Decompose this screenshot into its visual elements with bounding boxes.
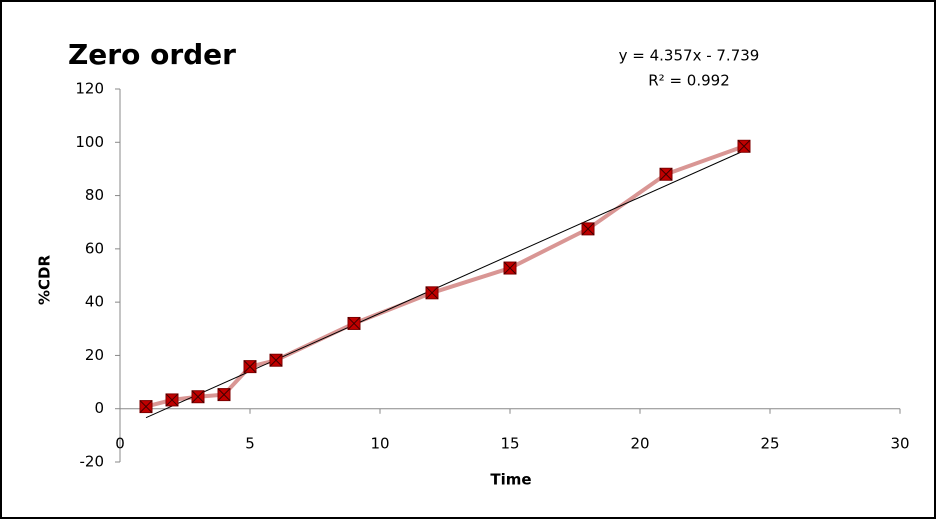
marker: [217, 388, 231, 402]
marker-cross: [191, 390, 205, 404]
marker: [269, 353, 283, 367]
marker: [659, 167, 673, 181]
chart-title: Zero order: [68, 38, 236, 71]
y-tick-label: 40: [85, 293, 104, 311]
marker: [347, 316, 361, 330]
marker-cross: [165, 393, 179, 407]
marker-cross: [269, 353, 283, 367]
x-tick-label: 0: [115, 435, 125, 453]
marker-cross: [347, 317, 361, 330]
y-tick-label: 80: [85, 186, 104, 204]
x-tick-label: 10: [370, 435, 389, 453]
x-tick-label: 5: [245, 435, 255, 453]
marker-cross: [581, 222, 595, 236]
y-tick-label: -20: [80, 453, 105, 471]
x-tick-label: 15: [500, 435, 519, 453]
marker-cross: [139, 400, 153, 413]
marker-cross: [503, 261, 517, 275]
x-tick-label: 20: [630, 435, 649, 453]
marker-cross: [425, 286, 439, 300]
x-tick-label: 30: [890, 435, 909, 453]
marker-cross: [659, 167, 673, 181]
marker: [165, 393, 179, 407]
marker-cross: [217, 388, 231, 401]
x-tick-label: 25: [760, 435, 779, 453]
y-axis-label: %CDR: [36, 255, 54, 305]
marker: [191, 390, 205, 404]
y-tick-label: 120: [75, 80, 104, 98]
marker: [425, 286, 439, 300]
marker: [737, 139, 751, 153]
marker: [243, 360, 257, 374]
y-tick-label: 20: [85, 346, 104, 364]
r-squared: R² = 0.992: [648, 72, 729, 90]
equation: y = 4.357x - 7.739: [619, 47, 760, 65]
x-axis-label: Time: [490, 471, 531, 489]
marker-cross: [243, 360, 257, 373]
y-tick-label: 60: [85, 239, 104, 257]
y-tick-label: 100: [75, 133, 104, 151]
y-tick-label: 0: [94, 399, 104, 417]
trendline: [145, 150, 745, 419]
marker: [581, 222, 595, 236]
marker-cross: [737, 139, 751, 153]
marker: [503, 261, 517, 275]
marker: [139, 400, 153, 414]
